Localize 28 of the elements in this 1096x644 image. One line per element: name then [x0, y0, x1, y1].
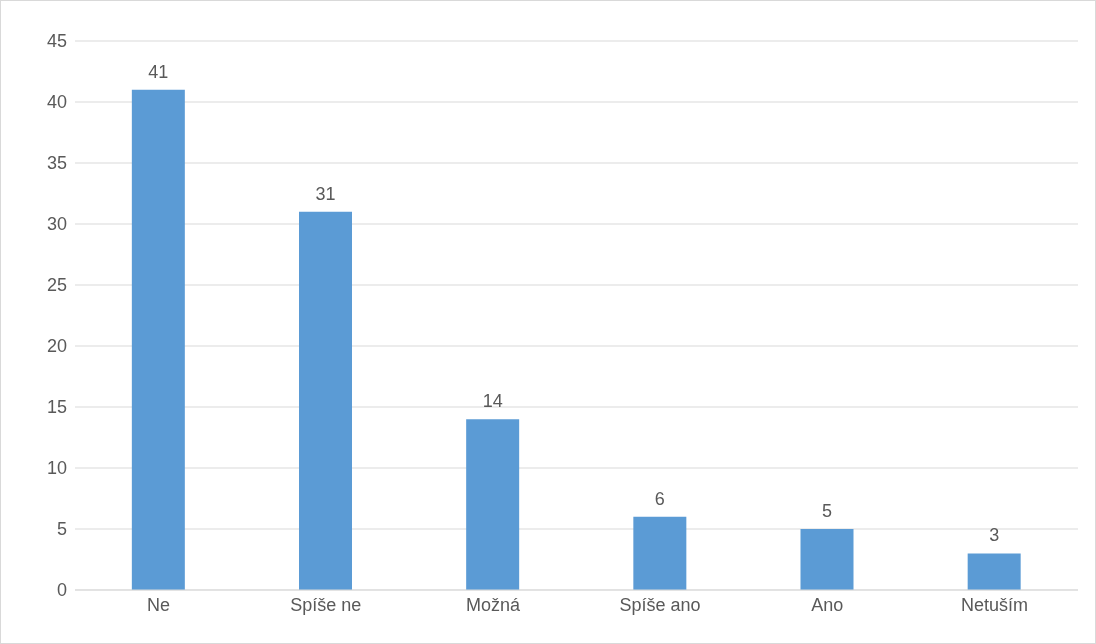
y-tick-label: 15 [46, 397, 67, 418]
data-label: 41 [148, 61, 169, 82]
y-tick-label: 30 [46, 214, 67, 235]
bar [800, 529, 854, 590]
y-tick-label: 0 [56, 580, 67, 601]
x-tick-label: Netuším [960, 594, 1028, 615]
x-tick-label: Spíše ano [619, 594, 701, 615]
data-label: 6 [654, 488, 665, 509]
bar [299, 211, 352, 590]
x-tick-label: Ano [811, 594, 844, 615]
y-tick-label: 5 [56, 519, 67, 540]
data-label: 5 [822, 501, 833, 521]
y-tick-label: 45 [46, 31, 67, 52]
bar [967, 553, 1021, 590]
y-tick-label: 40 [46, 92, 67, 113]
x-tick-label: Ne [147, 594, 171, 615]
y-tick-label: 10 [46, 458, 67, 479]
x-tick-label: Spíše ne [290, 594, 362, 615]
y-tick-label: 25 [46, 275, 67, 296]
y-tick-label: 35 [46, 153, 67, 174]
bar [633, 516, 687, 590]
data-label: 14 [482, 391, 503, 412]
data-label: 3 [989, 525, 1000, 546]
x-tick-label: Možná [465, 594, 521, 615]
y-tick-label: 20 [46, 336, 67, 357]
data-label: 31 [315, 183, 336, 204]
bar [466, 419, 520, 590]
bar [131, 89, 185, 590]
